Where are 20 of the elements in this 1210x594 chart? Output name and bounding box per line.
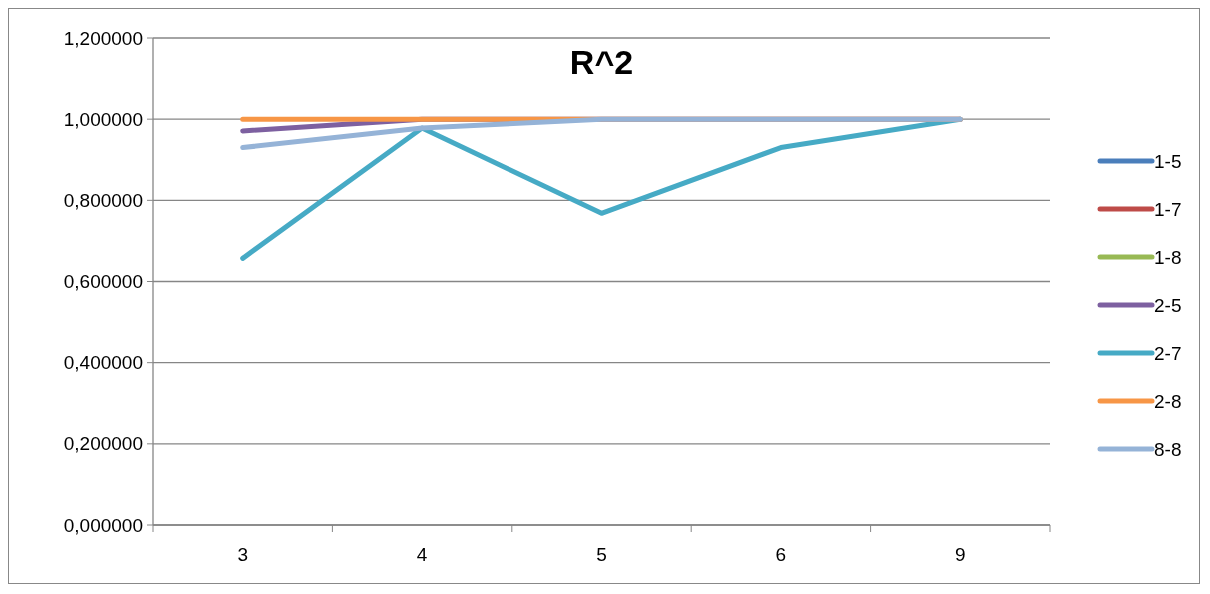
legend-label: 1-8 bbox=[1154, 246, 1182, 268]
chart-title: R^2 bbox=[569, 43, 634, 81]
legend-label: 8-8 bbox=[1154, 438, 1182, 460]
x-tick-label: 4 bbox=[416, 544, 428, 565]
y-tick-label: 1,000000 bbox=[63, 108, 143, 130]
y-tick-label: 0,200000 bbox=[63, 433, 143, 455]
x-tick-label: 3 bbox=[237, 544, 248, 565]
y-tick-label: 1,200000 bbox=[63, 27, 143, 49]
legend-label: 2-7 bbox=[1154, 342, 1182, 364]
y-tick-label: 0,400000 bbox=[63, 352, 143, 374]
y-tick-label: 0,000000 bbox=[63, 514, 143, 536]
x-tick-label: 9 bbox=[955, 544, 966, 565]
legend-label: 2-8 bbox=[1154, 390, 1182, 412]
x-tick-label: 6 bbox=[775, 544, 787, 565]
y-tick-label: 0,600000 bbox=[63, 271, 143, 293]
x-tick-label: 5 bbox=[596, 544, 607, 565]
legend-label: 1-5 bbox=[1154, 150, 1182, 172]
legend-label: 2-5 bbox=[1154, 294, 1182, 316]
y-tick-label: 0,800000 bbox=[63, 189, 143, 211]
legend-label: 1-7 bbox=[1154, 198, 1182, 220]
